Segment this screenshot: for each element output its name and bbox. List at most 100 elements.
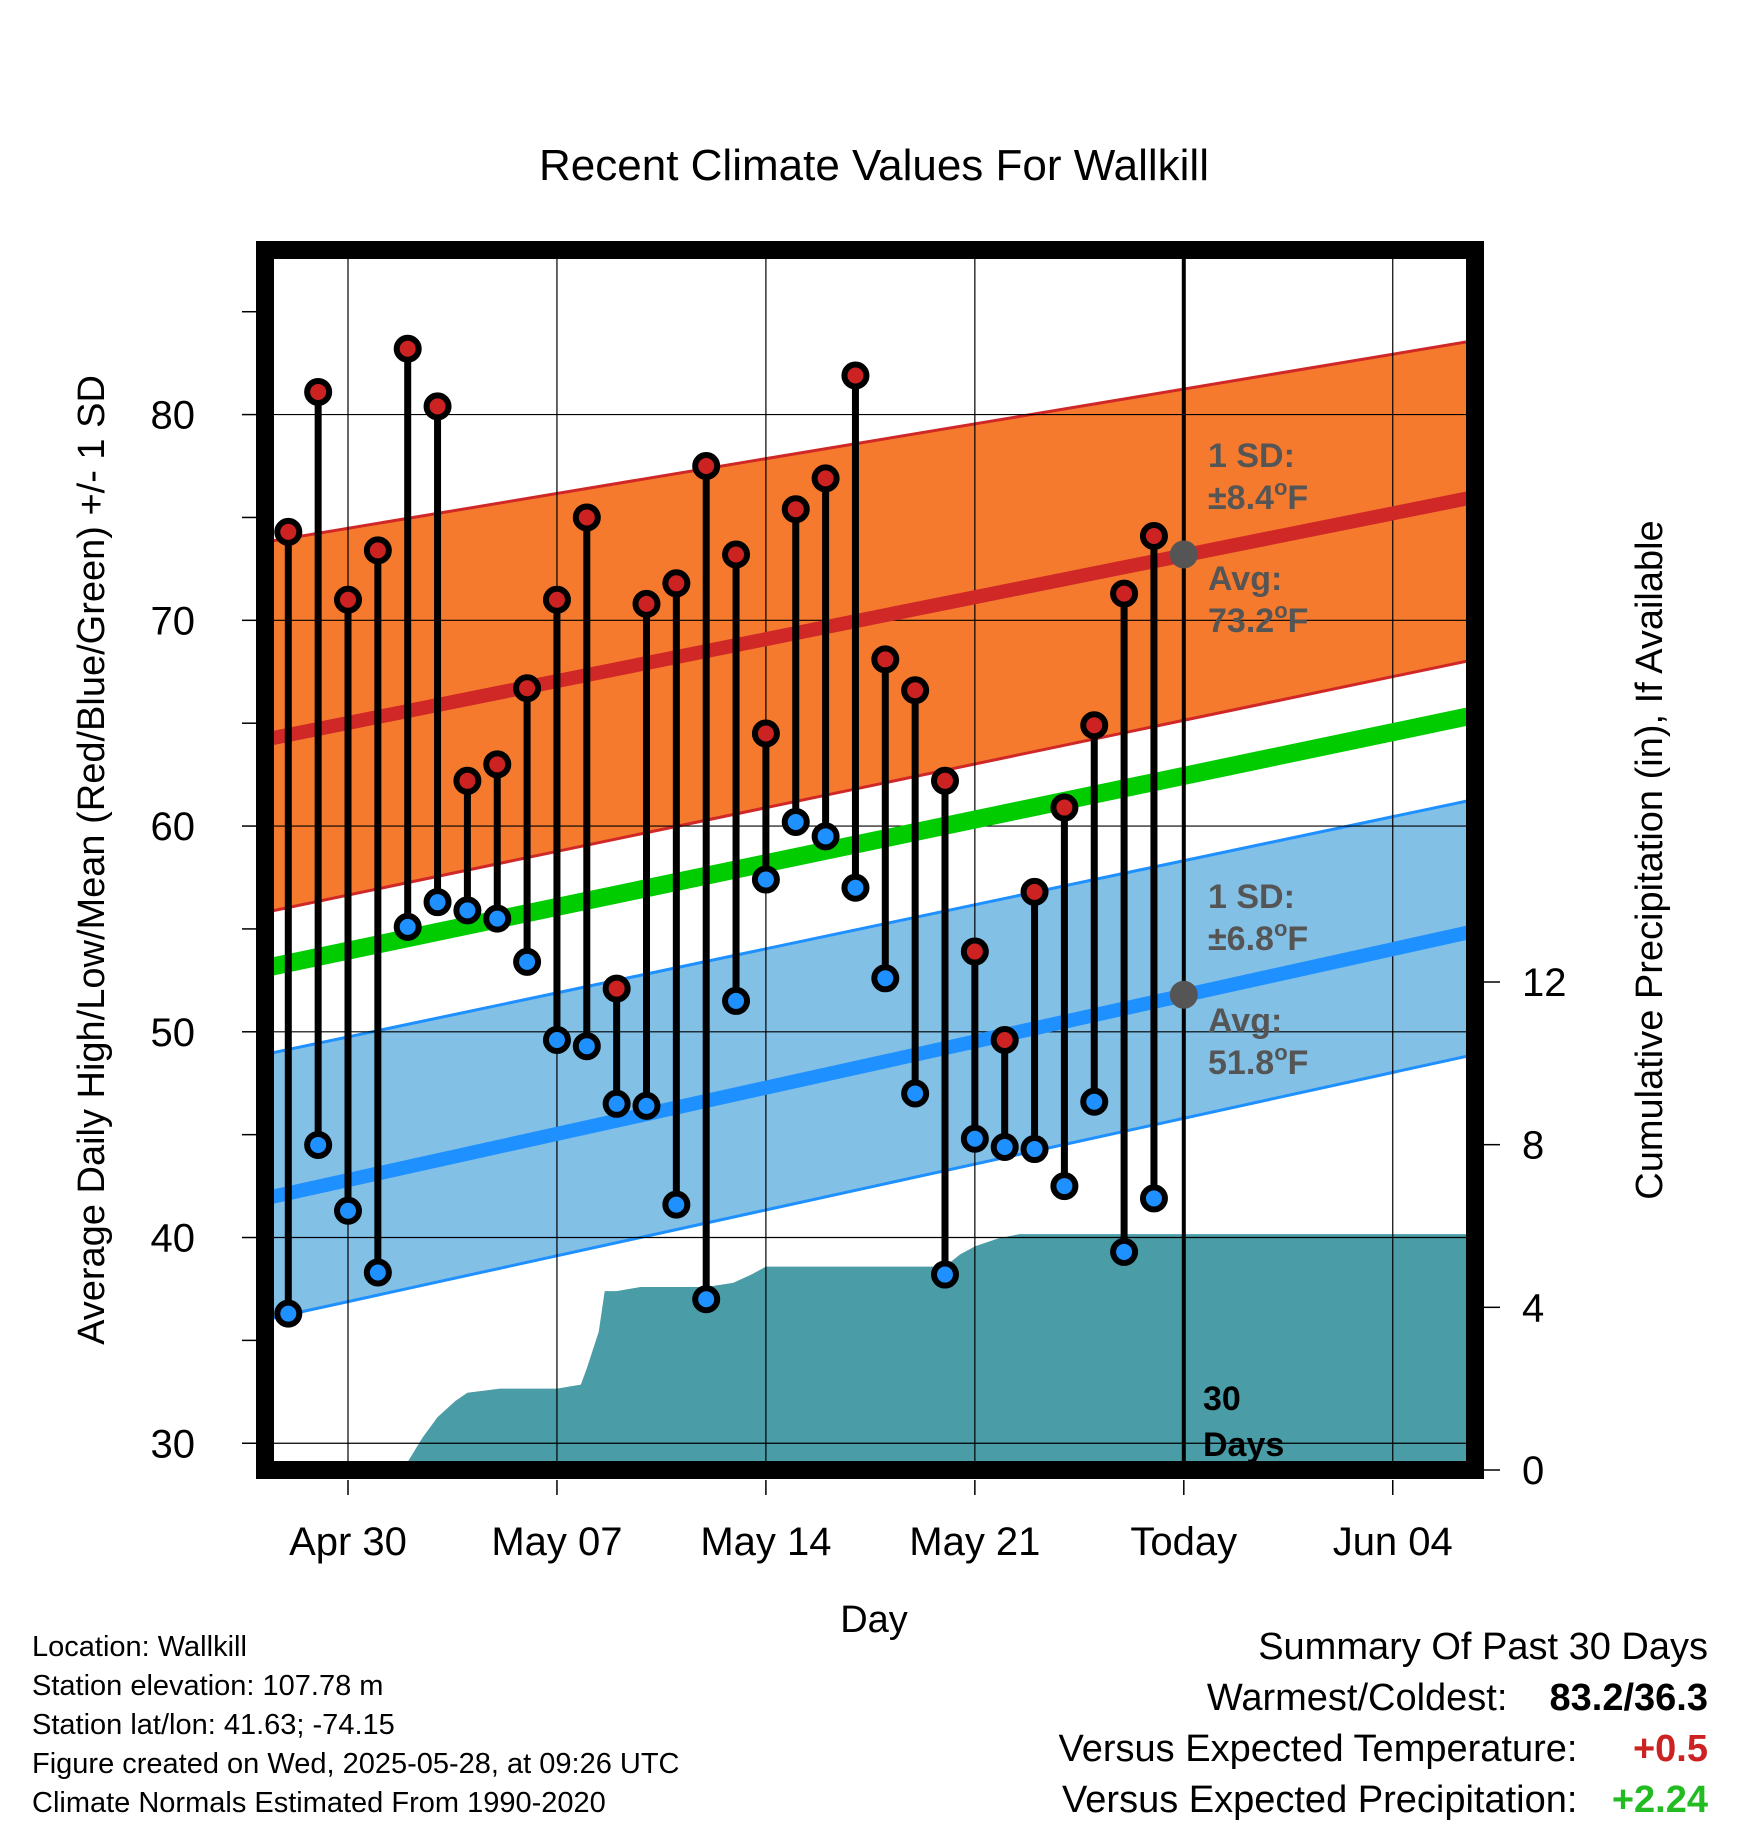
daily-high-point [632,589,661,618]
daily-high-point [334,585,362,614]
y-tick-label: 80 [151,394,196,438]
y2-tick-label: 0 [1522,1449,1544,1493]
low-sd-lower-edge [265,1052,1475,1322]
x-tick-label: Apr 30 [289,1520,407,1564]
summary-title: Summary Of Past 30 Days [1258,1626,1708,1668]
low-avg-value: 51.8oF [1208,1040,1308,1082]
daily-low-point [692,1285,721,1314]
daily-high-point [662,569,691,598]
summary-precip-row: Versus Expected Precipitation: +2.24 [1059,1775,1708,1826]
y2-axis-label: Cumulative Precipitation (in), If Availa… [1629,520,1671,1199]
daily-high-point [513,674,542,703]
precip-value: +2.24 [1611,1779,1708,1821]
daily-low-point [722,986,751,1015]
y-tick-label: 60 [151,805,196,849]
warm-cold-value: 83.2/36.3 [1549,1677,1708,1719]
high-avg-label: Avg: [1208,560,1282,598]
y2-tick-label: 12 [1522,961,1567,1005]
elevation-text: Station elevation: 107.78 m [32,1670,384,1702]
y-tick-label: 40 [151,1217,196,1261]
normal-high-sd-band [265,340,1475,913]
created-text: Figure created on Wed, 2025-05-28, at 09… [32,1748,680,1780]
daily-high-point [1020,877,1049,906]
precip-label: Versus Expected Precipitation: [1062,1779,1578,1821]
daily-high-point [901,676,930,705]
daily-low-point [1020,1135,1049,1164]
plot-area [265,250,1475,1470]
summary-warm-cold-row: Warmest/Coldest: 83.2/36.3 [1059,1673,1708,1724]
daily-low-point [393,912,422,941]
high-sd-value: ±8.4oF [1208,475,1308,517]
y-tick-label: 50 [151,1011,196,1055]
high-avg-value: 73.2oF [1208,598,1308,640]
today-normal-low-marker [1169,980,1198,1009]
days-count-label: 30 [1203,1380,1241,1418]
y-axis-label: Average Daily High/Low/Mean (Red/Blue/Gr… [71,375,113,1345]
daily-low-point [811,822,840,851]
daily-high-point [602,974,631,1003]
daily-high-point [1080,711,1109,740]
daily-high-point [871,645,900,674]
normal-low-line [265,924,1475,1206]
daily-high-point [1110,579,1139,608]
daily-low-point [483,904,512,933]
y2-tick-label: 8 [1522,1124,1544,1168]
daily-high-point [692,452,721,481]
daily-low-point [960,1124,989,1153]
daily-low-point [572,1032,601,1061]
daily-high-point [483,750,512,779]
daily-high-point [453,766,482,795]
daily-high-point [542,585,571,614]
x-tick-label: Today [1130,1520,1237,1564]
daily-low-point [871,964,900,993]
temp-label: Versus Expected Temperature: [1058,1728,1578,1770]
temp-value: +0.5 [1632,1728,1708,1770]
station-info: Location: Wallkill Station elevation: 10… [32,1628,680,1823]
x-axis-label: Day [840,1599,908,1641]
high-sd-label: 1 SD: [1208,437,1295,475]
low-sd-upper-edge [265,797,1475,1056]
precip-cumulative-area [398,1234,1475,1470]
latlon-text: Station lat/lon: 41.63; -74.15 [32,1709,395,1741]
daily-low-point [662,1190,691,1219]
summary-panel: Summary Of Past 30 Days Warmest/Coldest:… [1059,1622,1708,1826]
y-tick-label: 30 [151,1422,196,1466]
daily-low-point [841,873,870,902]
y2-tick-label: 4 [1522,1286,1544,1330]
location-text: Location: Wallkill [32,1631,247,1663]
daily-low-point [751,865,780,894]
daily-high-point [1050,793,1079,822]
daily-low-point [602,1089,631,1118]
daily-high-point [841,361,870,390]
daily-high-point [811,464,840,493]
low-sd-label: 1 SD: [1208,878,1295,916]
low-sd-value: ±6.8oF [1208,916,1308,958]
daily-low-point [781,807,810,836]
chart-title: Recent Climate Values For Wallkill [539,141,1209,190]
normal-high-line [265,490,1475,747]
daily-low-point [931,1260,959,1289]
low-avg-label: Avg: [1208,1002,1282,1040]
daily-high-point [960,937,989,966]
daily-low-point [304,1130,333,1159]
daily-high-point [572,503,601,532]
x-tick-label: Jun 04 [1333,1520,1453,1564]
x-tick-label: May 07 [491,1520,622,1564]
daily-low-point [1050,1172,1079,1201]
daily-low-point [542,1026,571,1055]
daily-low-point [1110,1237,1139,1266]
daily-low-point [334,1196,362,1225]
x-tick-label: May 21 [909,1520,1040,1564]
daily-low-point [513,947,542,976]
daily-low-point [423,888,452,917]
daily-low-point [901,1079,930,1108]
warm-cold-label: Warmest/Coldest: [1206,1677,1508,1719]
high-sd-upper-edge [265,339,1475,544]
summary-temp-row: Versus Expected Temperature: +0.5 [1059,1724,1708,1775]
daily-high-point [393,334,422,363]
daily-high-point [363,536,392,565]
daily-high-point [274,517,303,546]
x-tick-label: May 14 [700,1520,831,1564]
daily-low-point [274,1299,303,1328]
